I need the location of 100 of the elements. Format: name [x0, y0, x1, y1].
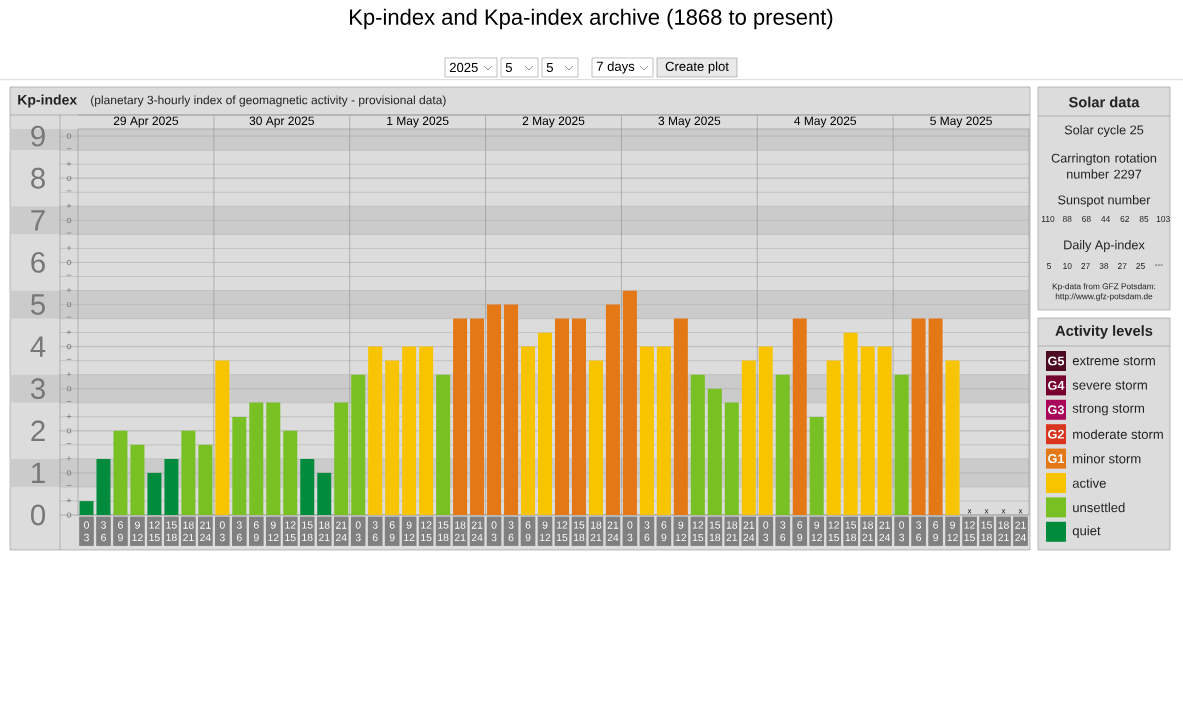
y-tick-label: 9 [31, 125, 45, 147]
x-tick-label: 18 21 [726, 521, 738, 542]
text: 85 [1139, 216, 1149, 222]
legend-label: moderate storm [1073, 429, 1163, 439]
x-tick-label: 21 24 [335, 521, 347, 542]
x-tick-label: 12 15 [149, 521, 160, 542]
text: 88 [1062, 216, 1072, 222]
x-tick-label: 15 18 [302, 521, 313, 542]
text: 10 [1063, 263, 1072, 269]
x-tick-label: 6 9 [661, 521, 667, 542]
legend-label: extreme storm [1072, 356, 1155, 366]
y-tick-label: 8 [31, 167, 45, 189]
text: 110 [1041, 216, 1055, 222]
annotation: − [66, 232, 72, 234]
x-tick-label: 12 15 [692, 521, 704, 542]
x-tick-label: 9 12 [268, 521, 279, 542]
legend-label: active [1072, 478, 1106, 488]
text: 3 May 2025 [658, 116, 721, 128]
x-tick-label: 15 18 [709, 521, 721, 542]
annotation: + [66, 372, 72, 377]
annotation: − [66, 148, 72, 150]
x-tick-label: 15 18 [166, 521, 177, 542]
x-tick-label: 0 3 [355, 521, 361, 542]
annotation: + [66, 287, 72, 293]
annotation: o [66, 301, 72, 308]
text: x [1018, 509, 1023, 514]
text: 27 [1081, 263, 1090, 269]
text: 5 [1047, 263, 1051, 269]
text: 5 May 2025 [930, 116, 992, 128]
text: 25 [1136, 263, 1145, 269]
x-tick-label: 6 9 [797, 521, 803, 542]
annotation: o [66, 175, 72, 181]
annotation: + [66, 203, 72, 209]
annotation: o [66, 217, 72, 223]
text: 44 [1101, 216, 1111, 222]
text: 1 May 2025 [387, 116, 449, 128]
y-tick-label: 0 [31, 504, 46, 526]
text: 2025 [449, 62, 478, 73]
text: Solar cycle 25 [1064, 125, 1144, 137]
x-tick-label: 0 3 [219, 521, 225, 542]
x-tick-label: 6 9 [933, 521, 939, 542]
x-tick-label: 12 15 [421, 521, 432, 542]
text: 68 [1082, 216, 1091, 222]
x-tick-label: 12 15 [557, 521, 568, 542]
x-tick-label: 9 12 [811, 521, 822, 542]
x-tick-label: 0 3 [763, 521, 769, 542]
text: 29 Apr 2025 [113, 116, 179, 128]
text: Sunspot number [1058, 195, 1151, 207]
x-tick-label: 12 15 [828, 521, 840, 542]
x-tick-label: 15 18 [438, 521, 449, 542]
x-tick-label: 6 9 [525, 521, 531, 542]
y-tick-label: 7 [31, 210, 45, 231]
annotation: o [66, 386, 72, 392]
annotation: o [66, 512, 72, 518]
text: 2 May 2025 [522, 116, 585, 128]
x-tick-label: 21 24 [743, 521, 755, 542]
annotation: + [66, 456, 72, 461]
x-tick-label: 21 24 [1015, 521, 1026, 542]
x-tick-label: 3 6 [100, 521, 106, 542]
x-tick-label: 21 24 [471, 521, 483, 542]
x-tick-label: 18 21 [183, 521, 194, 542]
y-tick-label: 3 [30, 378, 45, 400]
text: Solar data [1068, 96, 1140, 108]
x-tick-label: 3 6 [644, 521, 650, 542]
text: 62 [1120, 216, 1130, 222]
x-tick-label: 9 12 [540, 521, 551, 542]
annotation: − [66, 485, 72, 486]
x-tick-label: 18 21 [318, 521, 330, 542]
x-tick-label: 12 15 [964, 521, 975, 542]
legend-label: quiet [1072, 525, 1101, 538]
text: G5 [1048, 356, 1065, 366]
x-tick-label: 21 24 [879, 521, 891, 542]
text: G2 [1048, 429, 1064, 439]
x-tick-label: 18 21 [998, 521, 1009, 542]
chart-title: Kp-index [18, 94, 78, 108]
text: 5 [546, 62, 553, 73]
annotation: − [66, 358, 72, 360]
x-tick-label: 0 3 [627, 521, 633, 542]
annotation: o [66, 133, 72, 139]
annotation: + [66, 245, 72, 251]
y-tick-label: 2 [31, 420, 45, 442]
y-tick-label: 1 [32, 462, 45, 483]
text: 7 days [596, 61, 635, 74]
x-tick-label: 3 6 [508, 521, 514, 542]
text: Kp-data from GFZ Potsdam: [1052, 283, 1156, 291]
legend-label: severe storm [1072, 381, 1147, 390]
x-tick-label: 21 24 [200, 521, 211, 542]
annotation: o [66, 470, 72, 476]
text: 30 Apr 2025 [249, 116, 314, 128]
x-tick-label: 6 9 [253, 521, 259, 542]
text: G3 [1048, 405, 1064, 415]
y-tick-label: 4 [30, 336, 46, 357]
text: Create plot [665, 61, 729, 74]
text: Carrington rotation number 2297 [1051, 153, 1157, 179]
annotation: + [66, 414, 72, 419]
annotation: o [66, 344, 72, 350]
text: 103 [1156, 216, 1170, 222]
text: 5 [505, 62, 512, 73]
text: http://www.gfz-potsdam.de [1055, 293, 1153, 301]
text: --- [1154, 264, 1163, 266]
